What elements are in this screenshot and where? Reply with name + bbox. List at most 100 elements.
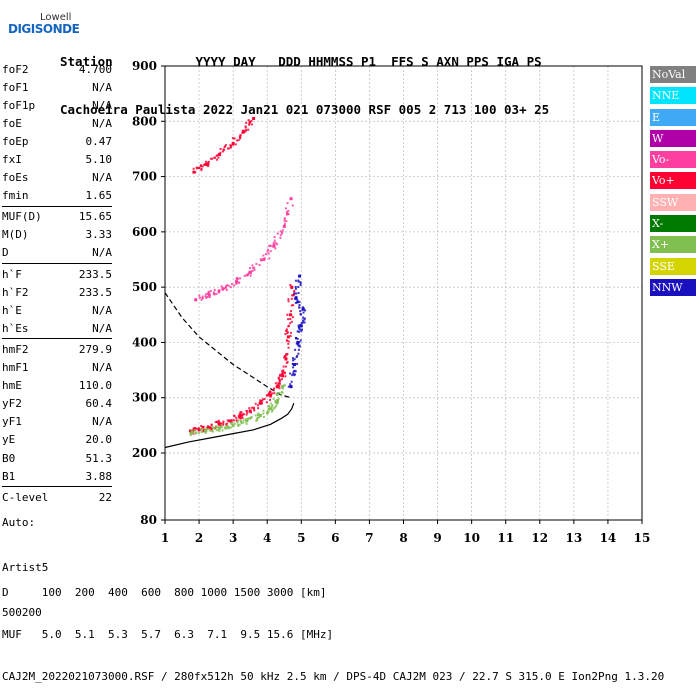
param-value: 5.10	[85, 153, 113, 167]
plot-axes: 1 2 3 4 5 6 7 8 9 10 11 12 13 14 158020030040050060070…	[132, 59, 650, 545]
param-row: B0 51.3	[2, 449, 112, 467]
trace-dot	[275, 404, 278, 407]
trace-dot	[298, 306, 301, 309]
legend-item-xplus: X+	[650, 236, 696, 254]
plot-marks	[189, 117, 307, 437]
trace-dot	[286, 331, 289, 334]
param-row: foF1p N/A	[2, 96, 112, 114]
param-row: D N/A	[2, 244, 112, 262]
trace-dot	[236, 423, 239, 426]
trace-dot	[300, 322, 303, 325]
trace-dot	[189, 434, 192, 437]
trace-dot	[281, 371, 284, 374]
trace-dot	[252, 406, 255, 409]
trace-dot	[197, 166, 200, 169]
trace-dot	[251, 406, 254, 409]
trace-dot	[284, 333, 287, 336]
trace-point	[218, 152, 222, 156]
trace-dot	[231, 137, 234, 140]
param-value: 279.9	[78, 342, 112, 356]
trace-dot	[242, 413, 245, 416]
trace-dot	[249, 274, 252, 277]
trace-dot	[257, 412, 260, 415]
trace-dot	[281, 229, 284, 232]
trace-dot	[214, 426, 217, 429]
param-value: N/A	[92, 361, 112, 375]
trace-dot	[226, 419, 229, 422]
param-value: 3.88	[85, 469, 113, 483]
trace-dot	[271, 404, 274, 407]
param-key: fxI	[2, 153, 22, 167]
trace-dot	[294, 348, 297, 351]
trace-dot	[285, 212, 288, 215]
trace-dot	[200, 167, 203, 170]
param-value: N/A	[92, 98, 112, 112]
param-row: h`F 233.5	[2, 265, 112, 283]
param-key: C-level	[2, 490, 49, 504]
trace-dot	[289, 385, 292, 388]
trace-dot	[299, 283, 302, 286]
param-value: 233.5	[78, 285, 112, 299]
trace-dot	[286, 352, 289, 355]
trace-point	[192, 170, 196, 174]
trace-point	[298, 274, 302, 278]
trace-dot	[221, 429, 224, 432]
trace-dot	[240, 411, 243, 414]
y-tick-label: 500	[132, 280, 157, 294]
trace-dot	[211, 157, 214, 160]
trace-dot	[210, 424, 213, 427]
param-row: yF2 60.4	[2, 395, 112, 413]
trace-dot	[207, 290, 210, 293]
trace-point	[281, 385, 285, 389]
trace-dot	[255, 262, 258, 265]
trace-dot	[278, 380, 281, 383]
trace-dot	[227, 425, 230, 428]
footer-file: CAJ2M_2022021073000.RSF / 280fx512h 50 k…	[2, 670, 665, 683]
trace-dot	[297, 280, 300, 283]
trace-dot	[268, 405, 271, 408]
trace-dot	[238, 281, 241, 284]
trace-dot	[276, 393, 279, 396]
trace-dot	[230, 283, 233, 286]
trace-dot	[299, 328, 302, 331]
y-tick-label: 800	[132, 114, 157, 128]
scaled-parameters: foF2 4.700 foF1 N/A foF1p N/A foE N/A foEp 0.47 fx…	[2, 60, 112, 506]
trace-dot	[277, 397, 280, 400]
trace-dot	[238, 423, 241, 426]
trace-dot	[201, 426, 204, 429]
trace-dot	[199, 427, 202, 430]
param-row: yF1 N/A	[2, 413, 112, 431]
param-key: foEp	[2, 134, 29, 148]
trace-dot	[268, 257, 271, 260]
trace-dot	[272, 241, 275, 244]
trace-dot	[303, 318, 306, 321]
trace-dot	[247, 272, 250, 275]
trace-dot	[267, 410, 270, 413]
trace-dot	[298, 300, 301, 303]
legend-item-w: W	[650, 129, 696, 147]
station-header: Station YYYY DAY DDD HHMMSS P1 FFS S AXN…	[60, 22, 549, 134]
param-key: B1	[2, 469, 16, 483]
trace-dot	[276, 402, 279, 405]
trace-dot	[266, 412, 269, 415]
trace-dot	[268, 407, 271, 410]
y-tick-label: 400	[132, 335, 157, 349]
trace-dot	[195, 431, 198, 434]
x-tick-label: 11	[497, 531, 514, 545]
trace-point	[292, 363, 296, 367]
trace-dot	[278, 382, 281, 385]
trace-dot	[301, 319, 304, 322]
trace-dot	[249, 411, 252, 414]
trace-dot	[292, 359, 295, 362]
trace-dot	[237, 414, 240, 417]
profile-dashed-curve	[164, 292, 292, 399]
param-key: foEs	[2, 171, 29, 185]
x-tick-label: 2	[195, 531, 203, 545]
trace-point	[269, 407, 273, 411]
trace-dot	[246, 417, 249, 420]
trace-dot	[208, 296, 211, 299]
header-line-1: Station YYYY DAY DDD HHMMSS P1 FFS S AXN…	[60, 54, 542, 69]
param-key: hmF2	[2, 342, 29, 356]
trace-dot	[207, 428, 210, 431]
trace-dot	[193, 429, 196, 432]
